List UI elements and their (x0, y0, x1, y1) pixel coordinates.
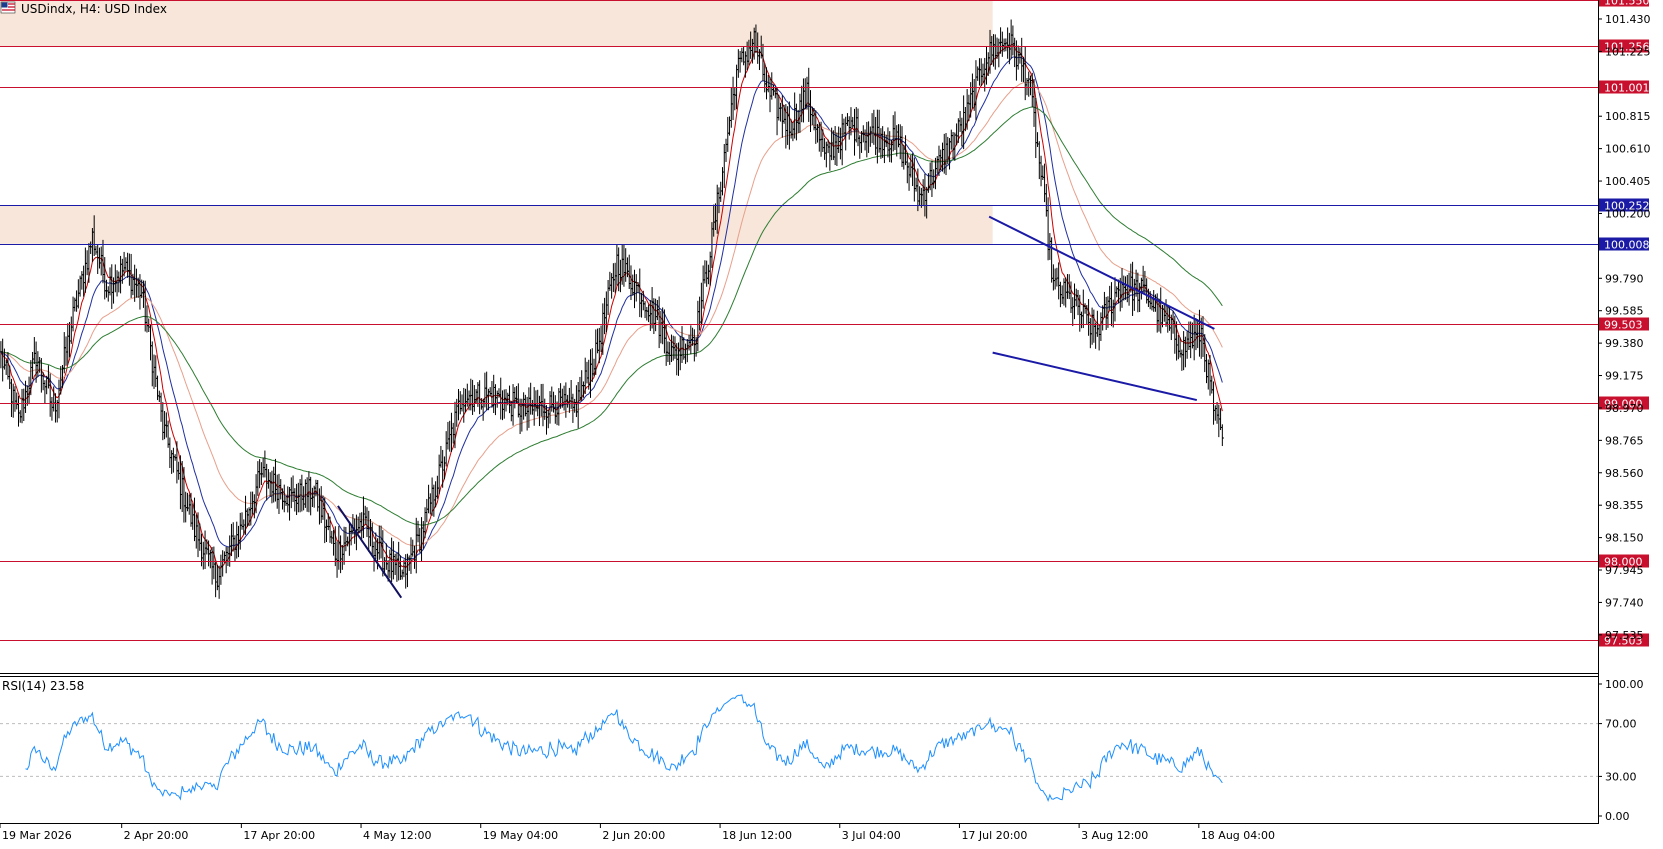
main-panel: 101.550 101.256 101.001 100.252 100.008 99.50… (0, 0, 1650, 672)
candles-layer (0, 19, 1224, 599)
level-label-box-7 (1599, 554, 1649, 568)
level-label-8: 97.503 (1604, 635, 1643, 648)
price-tick-label: 101.430 (1605, 13, 1651, 26)
date-tick-label: 3 Aug 12:00 (1081, 829, 1148, 842)
zone-0[interactable] (0, 0, 993, 47)
horizontal-levels-layer[interactable]: 101.550 101.256 101.001 100.252 100.008 99.50… (0, 0, 1650, 648)
rsi-line (25, 694, 1223, 802)
date-tick-label: 19 Mar 2026 (2, 829, 72, 842)
rsi-tick-label: 100.00 (1605, 678, 1644, 691)
date-tick-label: 18 Aug 04:00 (1201, 829, 1275, 842)
date-tick-label: 2 Apr 20:00 (124, 829, 189, 842)
price-tick-label: 98.560 (1605, 467, 1644, 480)
chart-flag-icon (0, 1, 16, 14)
price-tick-label: 97.945 (1605, 564, 1644, 577)
level-label-box-4 (1599, 237, 1649, 251)
price-tick-label: 97.535 (1605, 629, 1644, 642)
price-tick-label: 97.740 (1605, 596, 1644, 609)
rsi-tick-label: 0.00 (1605, 810, 1630, 823)
price-axis: 101.430 101.225 100.815 100.610 100.405 100.2… (1598, 13, 1651, 642)
price-tick-label: 100.405 (1605, 175, 1651, 188)
level-label-box-2 (1599, 80, 1649, 94)
zone-1[interactable] (0, 205, 993, 244)
trendline-0[interactable] (337, 505, 403, 599)
price-tick-label: 99.175 (1605, 370, 1644, 383)
price-tick-label: 99.585 (1605, 305, 1644, 318)
level-label-4: 100.008 (1604, 239, 1650, 252)
date-tick-label: 17 Jul 20:00 (961, 829, 1027, 842)
moving-average-8 (0, 43, 1223, 569)
time-axis: 19 Mar 2026 2 Apr 20:00 17 Apr 20:00 4 May … (0, 824, 1275, 842)
date-tick-label: 19 May 04:00 (483, 829, 558, 842)
price-tick-label: 99.790 (1605, 272, 1644, 285)
moving-average-50 (0, 81, 1223, 547)
moving-average-100 (0, 106, 1223, 526)
price-tick-label: 98.150 (1605, 532, 1644, 545)
trendline-1[interactable] (988, 215, 1215, 330)
rsi-axis: 100.00 70.00 30.00 0.00 (1598, 678, 1644, 823)
level-label-box-5 (1599, 317, 1649, 331)
moving-averages-layer (0, 43, 1223, 569)
date-tick-label: 18 Jun 12:00 (722, 829, 792, 842)
date-tick-label: 17 Apr 20:00 (243, 829, 315, 842)
candle-bar (1220, 424, 1224, 447)
date-tick-label: 2 Jun 20:00 (602, 829, 665, 842)
rsi-layer: RSI(14) 23.58 (0, 679, 1598, 802)
level-label-box-6 (1599, 396, 1649, 410)
level-label-1: 101.256 (1604, 41, 1650, 54)
zones-layer (0, 0, 993, 244)
level-label-6: 99.000 (1604, 398, 1643, 411)
trendline-2[interactable] (992, 351, 1198, 402)
price-tick-label: 99.380 (1605, 337, 1644, 350)
level-label-3: 100.252 (1604, 200, 1650, 213)
level-label-box-0 (1599, 0, 1649, 7)
level-label-box-3 (1599, 198, 1649, 212)
level-label-2: 101.001 (1604, 82, 1650, 95)
level-label-7: 98.000 (1604, 556, 1643, 569)
price-tick-label: 100.200 (1605, 207, 1651, 220)
price-tick-label: 100.815 (1605, 110, 1651, 123)
trendlines-layer[interactable] (337, 215, 1215, 599)
price-tick-label: 100.610 (1605, 143, 1651, 156)
chart-title: USDindx, H4: USD Index (21, 2, 167, 16)
price-tick-label: 101.225 (1605, 45, 1651, 58)
rsi-panel: RSI(14) 23.58 (0, 676, 1598, 824)
date-tick-label: 3 Jul 04:00 (842, 829, 901, 842)
rsi-tick-label: 30.00 (1605, 770, 1637, 783)
level-label-box-1 (1599, 39, 1649, 53)
chart-header: USDindx, H4: USD Index (0, 1, 167, 16)
rsi-label: RSI(14) 23.58 (2, 679, 84, 693)
date-tick-label: 4 May 12:00 (363, 829, 431, 842)
price-tick-label: 98.970 (1605, 402, 1644, 415)
main-plot-area (0, 0, 1598, 672)
moving-average-20 (0, 56, 1223, 561)
level-label-box-8 (1599, 633, 1649, 647)
price-tick-label: 98.765 (1605, 434, 1644, 447)
level-label-0: 101.550 (1604, 0, 1650, 8)
price-tick-label: 98.355 (1605, 499, 1644, 512)
rsi-tick-label: 70.00 (1605, 718, 1637, 731)
level-label-5: 99.503 (1604, 319, 1643, 332)
